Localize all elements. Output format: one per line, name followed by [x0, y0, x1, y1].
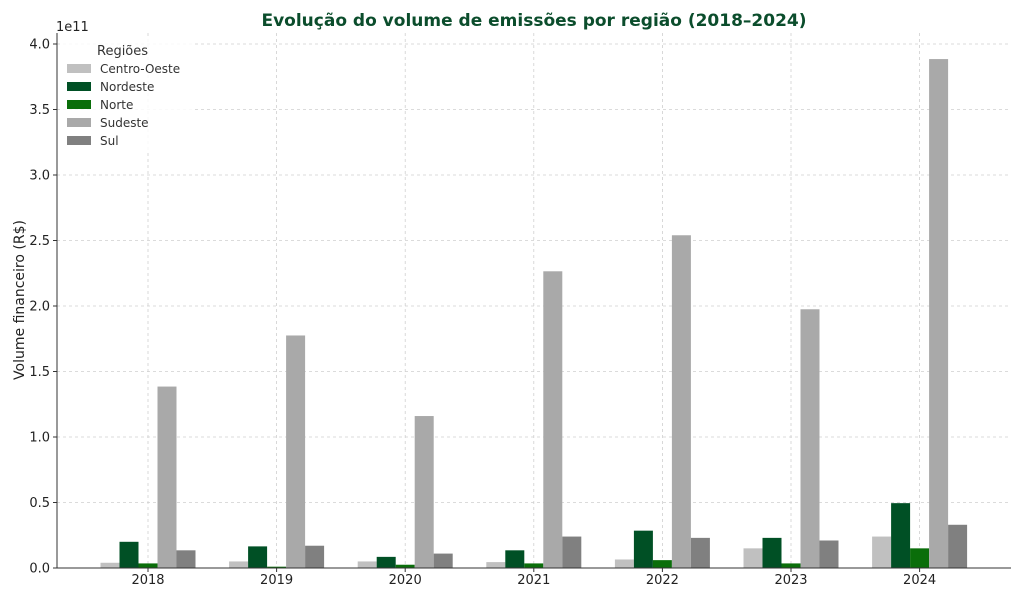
y-tick-label: 4.0: [29, 38, 50, 53]
bar: [414, 416, 434, 568]
bar: [229, 561, 249, 568]
bar: [929, 59, 949, 568]
bar: [652, 560, 672, 568]
y-tick-label: 0.5: [29, 496, 50, 511]
bar: [305, 545, 325, 568]
bar: [948, 524, 968, 568]
legend-entry: Sudeste: [100, 116, 149, 130]
y-axis-label: Volume financeiro (R$): [12, 220, 28, 380]
x-tick-label: 2019: [260, 573, 293, 588]
legend-swatch: [67, 64, 91, 73]
legend-swatch: [67, 136, 91, 145]
bars: [100, 59, 968, 568]
bar: [819, 540, 839, 568]
y-tick-label: 2.0: [29, 300, 50, 315]
bar: [395, 564, 415, 568]
y-tick-label: 3.5: [29, 103, 50, 118]
bar: [891, 503, 911, 568]
bar: [781, 563, 801, 568]
bar: [910, 548, 930, 568]
x-tick-label: 2020: [389, 573, 422, 588]
legend-swatch: [67, 118, 91, 127]
bar: [633, 530, 653, 568]
legend-box: [62, 38, 192, 152]
x-tick-label: 2024: [903, 573, 936, 588]
legend-items: Centro-Oeste Nordeste Norte Sudeste Sul: [67, 62, 180, 148]
bar: [671, 235, 691, 568]
bar: [524, 563, 544, 568]
legend-entry: Nordeste: [100, 80, 154, 94]
bar: [286, 335, 306, 568]
bar: [119, 541, 139, 568]
bar: [690, 537, 710, 568]
bar: [267, 566, 287, 568]
legend-entry: Norte: [100, 98, 133, 112]
y-tick-label: 1.0: [29, 431, 50, 446]
bar: [562, 536, 582, 568]
y-scale-label: 1e11: [56, 20, 89, 35]
bar: [357, 561, 377, 568]
x-tick-label: 2023: [774, 573, 807, 588]
y-tick-label: 0.0: [29, 562, 50, 577]
chart-title: Evolução do volume de emissões por regiã…: [261, 11, 806, 31]
bar: [614, 559, 634, 568]
bar: [762, 537, 782, 568]
x-tick-label: 2022: [646, 573, 679, 588]
legend-entry: Centro-Oeste: [100, 62, 180, 76]
legend-swatch: [67, 100, 91, 109]
bar: [543, 271, 563, 568]
bar: [176, 550, 196, 568]
bar: [248, 546, 268, 568]
bar: [376, 556, 396, 568]
bar: [505, 550, 525, 568]
ticks: 0.0 0.5 1.0 1.5 2.0 2.5 3.0 3.5 4.0 2018 2019 2020 2…: [29, 38, 936, 589]
bar: [157, 386, 177, 568]
y-tick-label: 2.5: [29, 234, 50, 249]
bar: [433, 553, 453, 568]
bar: [100, 562, 120, 568]
x-tick-label: 2021: [517, 573, 550, 588]
bar: [743, 548, 763, 568]
y-tick-label: 1.5: [29, 365, 50, 380]
legend: Regiões Centro-Oeste Nordeste Norte Sudeste…: [62, 38, 192, 152]
x-tick-label: 2018: [131, 573, 164, 588]
legend-swatch: [67, 82, 91, 91]
bar: [138, 563, 158, 568]
bar: [800, 309, 820, 568]
bar: [872, 536, 892, 568]
bar: [486, 562, 506, 568]
grid-lines: [57, 33, 1011, 569]
y-tick-label: 3.0: [29, 169, 50, 184]
legend-title: Regiões: [97, 44, 148, 59]
legend-entry: Sul: [100, 134, 119, 148]
